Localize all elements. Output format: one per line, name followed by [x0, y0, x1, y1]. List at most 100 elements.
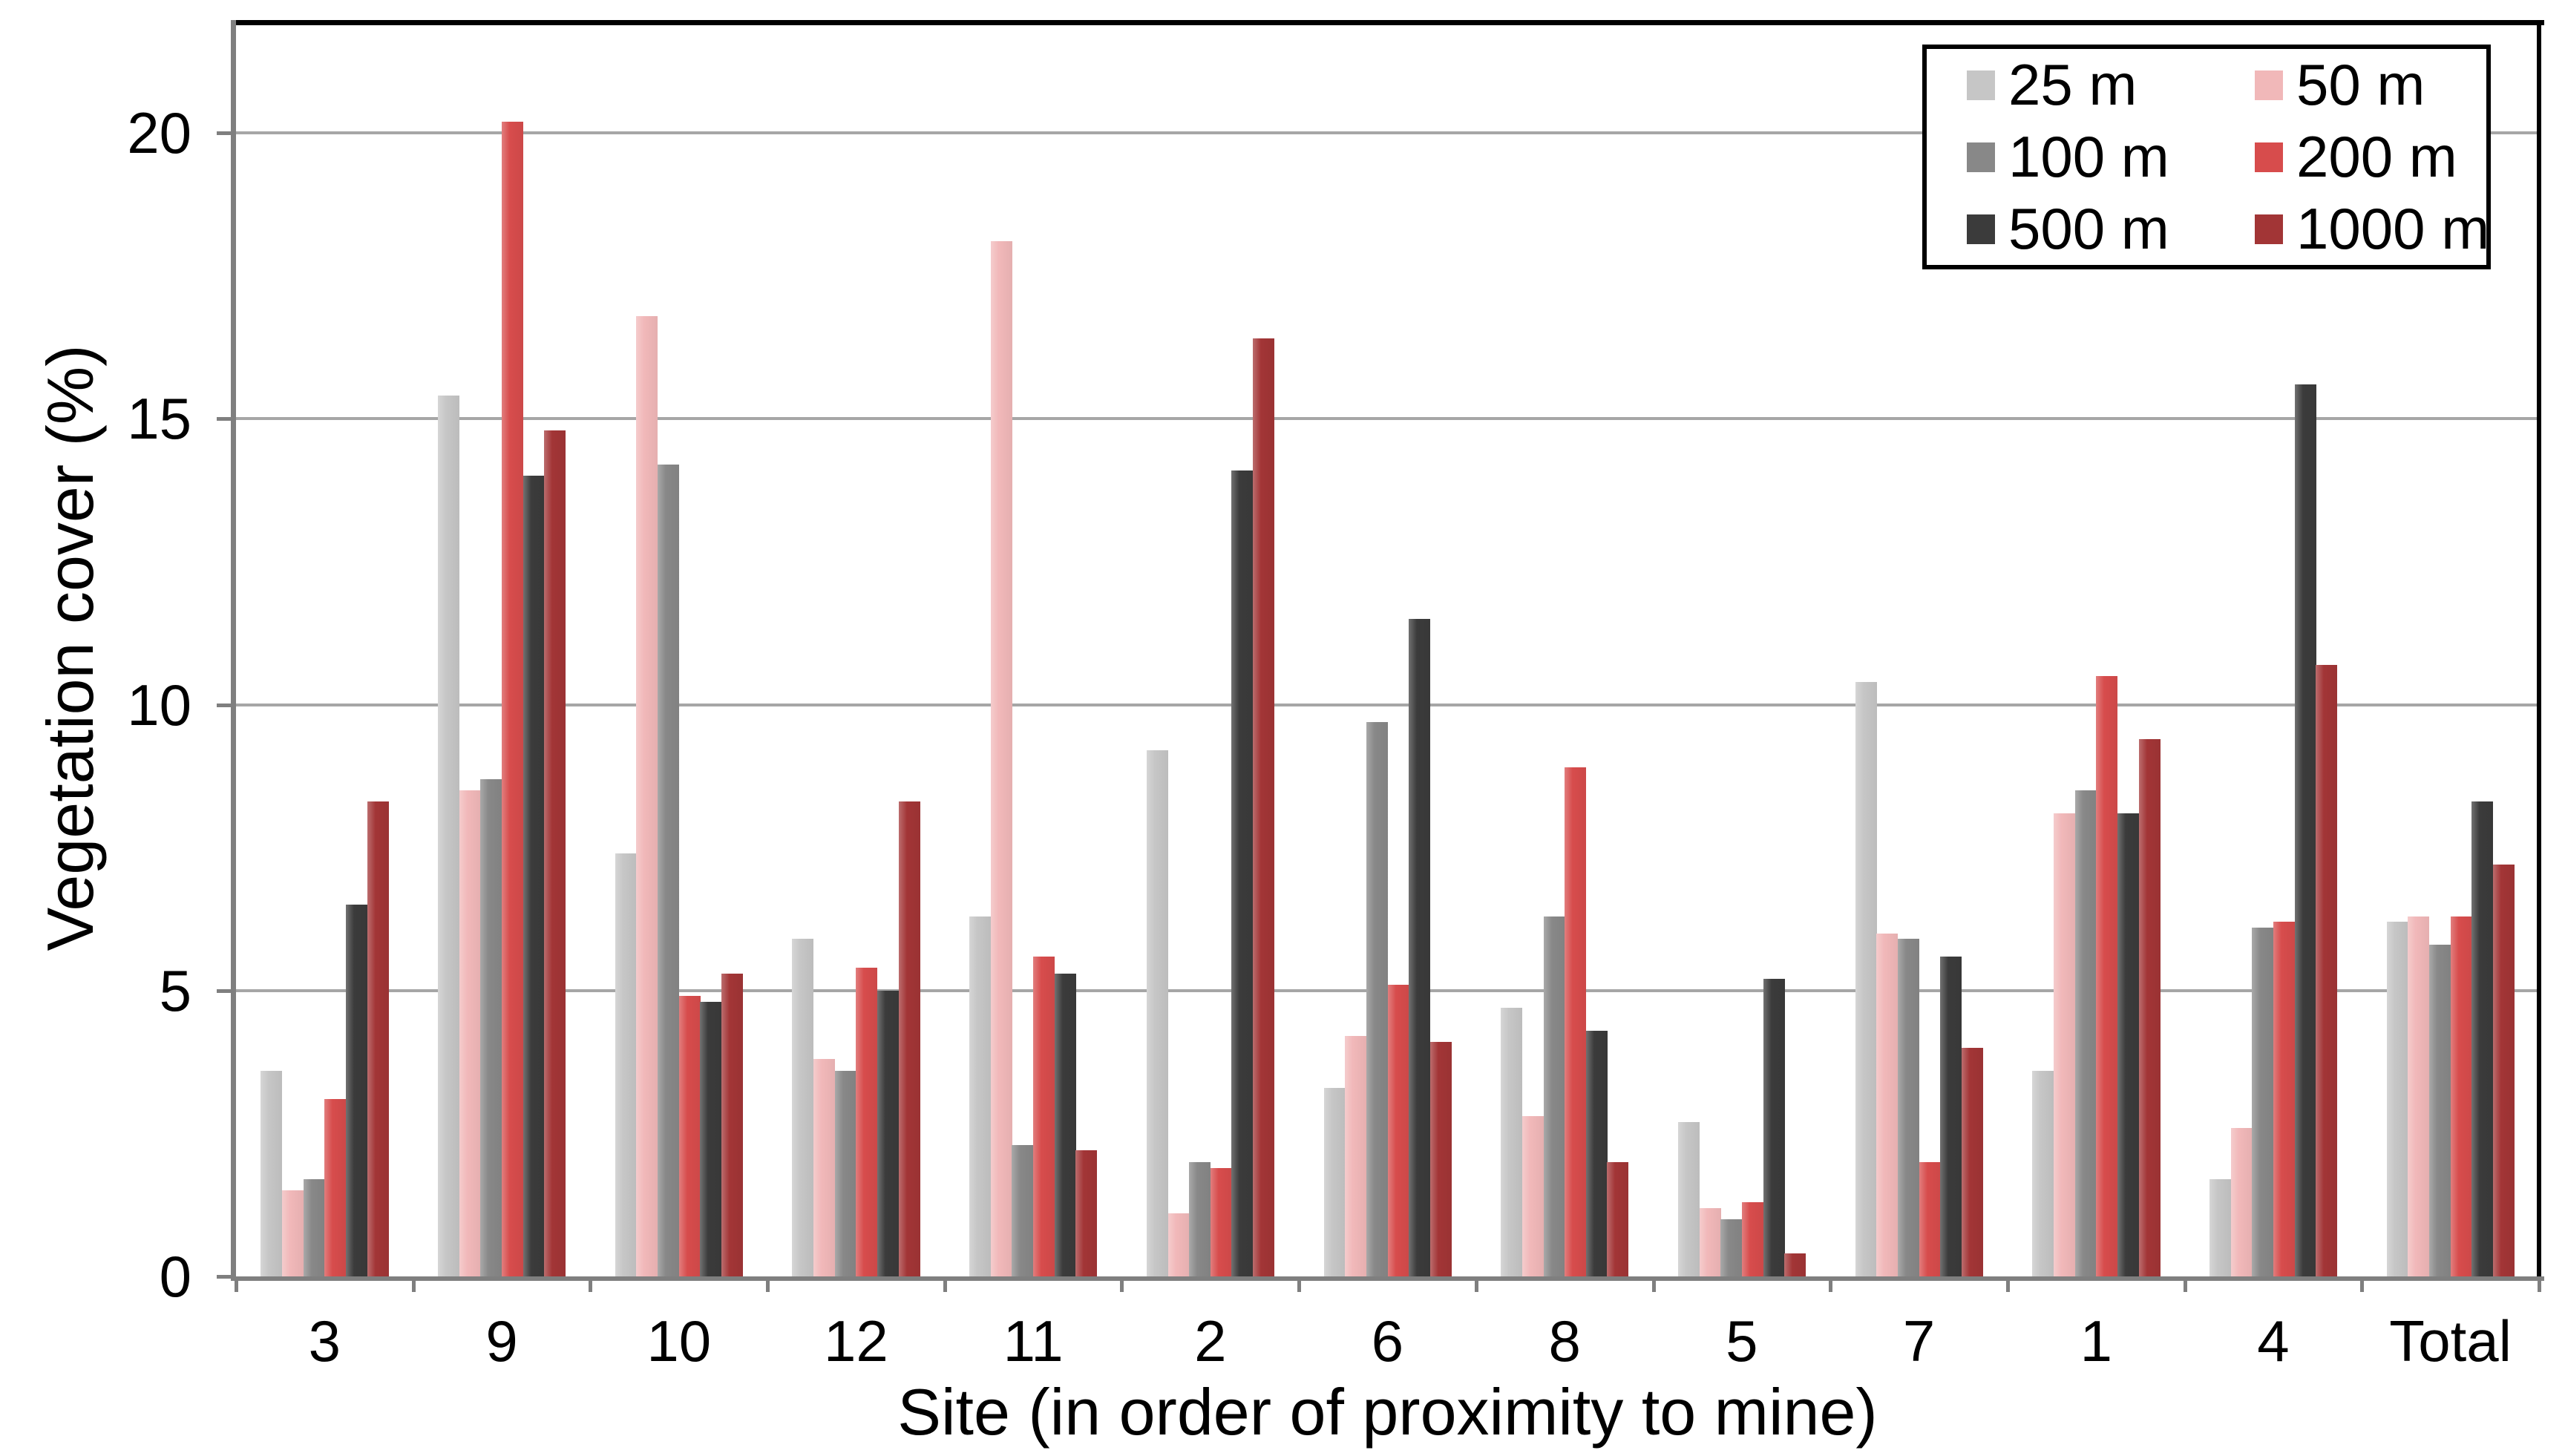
legend-swatch-icon-1000m	[2255, 214, 2283, 244]
x-tick-9	[1829, 1281, 1833, 1292]
x-tick-label-2: 2	[1194, 1308, 1227, 1374]
y-tick-5	[217, 988, 236, 993]
bar-4-25m	[2209, 1179, 2232, 1276]
bar-1-100m	[2074, 790, 2097, 1276]
bar-4-50m	[2230, 1127, 2253, 1276]
x-tick-4	[943, 1281, 947, 1292]
y-tick-10	[217, 703, 236, 707]
y-axis-line	[231, 20, 236, 1281]
bar-total-50m	[2408, 916, 2430, 1276]
y-tick-label-0: 0	[159, 1244, 191, 1309]
x-tick-label-9: 9	[485, 1308, 518, 1374]
legend: 25 m 50 m 100 m 200 m 500 m 1000 m	[1922, 45, 2491, 269]
bar-12-500m	[877, 990, 900, 1276]
x-tick-7	[1474, 1281, 1478, 1292]
legend-swatch-icon-100m	[1967, 142, 1995, 172]
bar-total-500m	[2471, 801, 2494, 1276]
bar-9-25m	[438, 396, 460, 1276]
x-tick-2	[589, 1281, 593, 1292]
legend-item-50m: 50 m	[2255, 51, 2489, 119]
bar-11-1000m	[1075, 1150, 1098, 1276]
legend-swatch-icon-25m	[1967, 70, 1995, 100]
bar-10-500m	[700, 1002, 722, 1276]
x-tick-label-4: 4	[2257, 1308, 2290, 1374]
bar-4-500m	[2294, 384, 2316, 1276]
x-tick-0	[235, 1281, 238, 1292]
x-tick-3	[766, 1281, 770, 1292]
gridline-20	[236, 131, 2539, 134]
legend-label-200m: 200 m	[2296, 124, 2457, 189]
bar-4-200m	[2273, 922, 2295, 1276]
bar-2-200m	[1210, 1167, 1232, 1276]
bar-3-100m	[303, 1179, 325, 1276]
x-tick-1	[411, 1281, 416, 1292]
legend-label-50m: 50 m	[2296, 52, 2425, 117]
bar-5-200m	[1741, 1201, 1763, 1276]
bar-6-50m	[1345, 1036, 1367, 1276]
bar-8-50m	[1521, 1116, 1544, 1276]
x-tick-label-5: 5	[1726, 1308, 1758, 1374]
bar-9-1000m	[544, 430, 566, 1276]
x-tick-6	[1297, 1281, 1302, 1292]
bar-7-25m	[1855, 681, 1877, 1276]
x-tick-8	[1651, 1281, 1656, 1292]
bar-11-200m	[1033, 956, 1055, 1276]
bar-3-50m	[282, 1190, 304, 1276]
bar-12-50m	[813, 1059, 836, 1276]
y-tick-label-5: 5	[159, 957, 191, 1023]
legend-item-25m: 25 m	[1967, 51, 2255, 119]
x-tick-label-12: 12	[824, 1308, 888, 1374]
x-tick-12	[2360, 1281, 2365, 1292]
plot-frame-right	[2537, 20, 2541, 1281]
y-tick-15	[217, 417, 236, 422]
y-tick-label-15: 15	[127, 386, 191, 452]
legend-item-1000m: 1000 m	[2255, 195, 2489, 263]
bar-2-50m	[1167, 1213, 1190, 1276]
x-tick-10	[2005, 1281, 2010, 1292]
bar-3-1000m	[367, 801, 389, 1276]
bar-7-500m	[1940, 956, 1962, 1276]
bar-4-100m	[2252, 927, 2274, 1276]
x-tick-label-10: 10	[646, 1308, 712, 1374]
bar-1-200m	[2096, 675, 2118, 1276]
bar-9-200m	[502, 121, 524, 1276]
bar-1-500m	[2117, 813, 2139, 1276]
bar-9-100m	[480, 778, 502, 1276]
bar-3-25m	[261, 1070, 283, 1276]
legend-label-25m: 25 m	[2008, 52, 2138, 117]
bar-6-100m	[1366, 721, 1388, 1276]
x-axis-line	[231, 1276, 2544, 1281]
x-tick-11	[2183, 1281, 2187, 1292]
bar-8-500m	[1585, 1030, 1608, 1276]
x-tick-label-8: 8	[1548, 1308, 1581, 1374]
bar-8-200m	[1565, 767, 1587, 1276]
legend-item-200m: 200 m	[2255, 123, 2489, 191]
bar-5-500m	[1763, 979, 1785, 1276]
bar-12-200m	[856, 967, 878, 1276]
bar-7-100m	[1897, 939, 1919, 1276]
bar-2-100m	[1189, 1161, 1211, 1276]
bar-6-25m	[1323, 1087, 1346, 1276]
bar-5-25m	[1677, 1121, 1700, 1276]
bar-2-500m	[1231, 470, 1254, 1276]
bar-5-50m	[1699, 1207, 1721, 1276]
bar-3-200m	[324, 1099, 347, 1276]
bar-1-25m	[2032, 1070, 2054, 1276]
x-axis-title: Site (in order of proximity to mine)	[897, 1375, 1878, 1449]
x-tick-label-3: 3	[308, 1308, 341, 1374]
legend-label-1000m: 1000 m	[2296, 196, 2490, 261]
y-tick-label-10: 10	[127, 672, 191, 738]
bar-11-25m	[969, 916, 992, 1276]
gridline-10	[236, 703, 2539, 706]
bar-10-50m	[636, 315, 658, 1276]
bar-7-50m	[1876, 933, 1899, 1276]
x-tick-label-total: Total	[2389, 1308, 2512, 1374]
x-tick-13	[2538, 1281, 2541, 1292]
bar-10-1000m	[721, 973, 744, 1276]
bar-5-1000m	[1784, 1253, 1806, 1276]
bar-8-1000m	[1607, 1161, 1629, 1276]
bar-1-1000m	[2138, 738, 2161, 1276]
bar-6-1000m	[1429, 1042, 1452, 1276]
bar-total-200m	[2450, 916, 2472, 1276]
